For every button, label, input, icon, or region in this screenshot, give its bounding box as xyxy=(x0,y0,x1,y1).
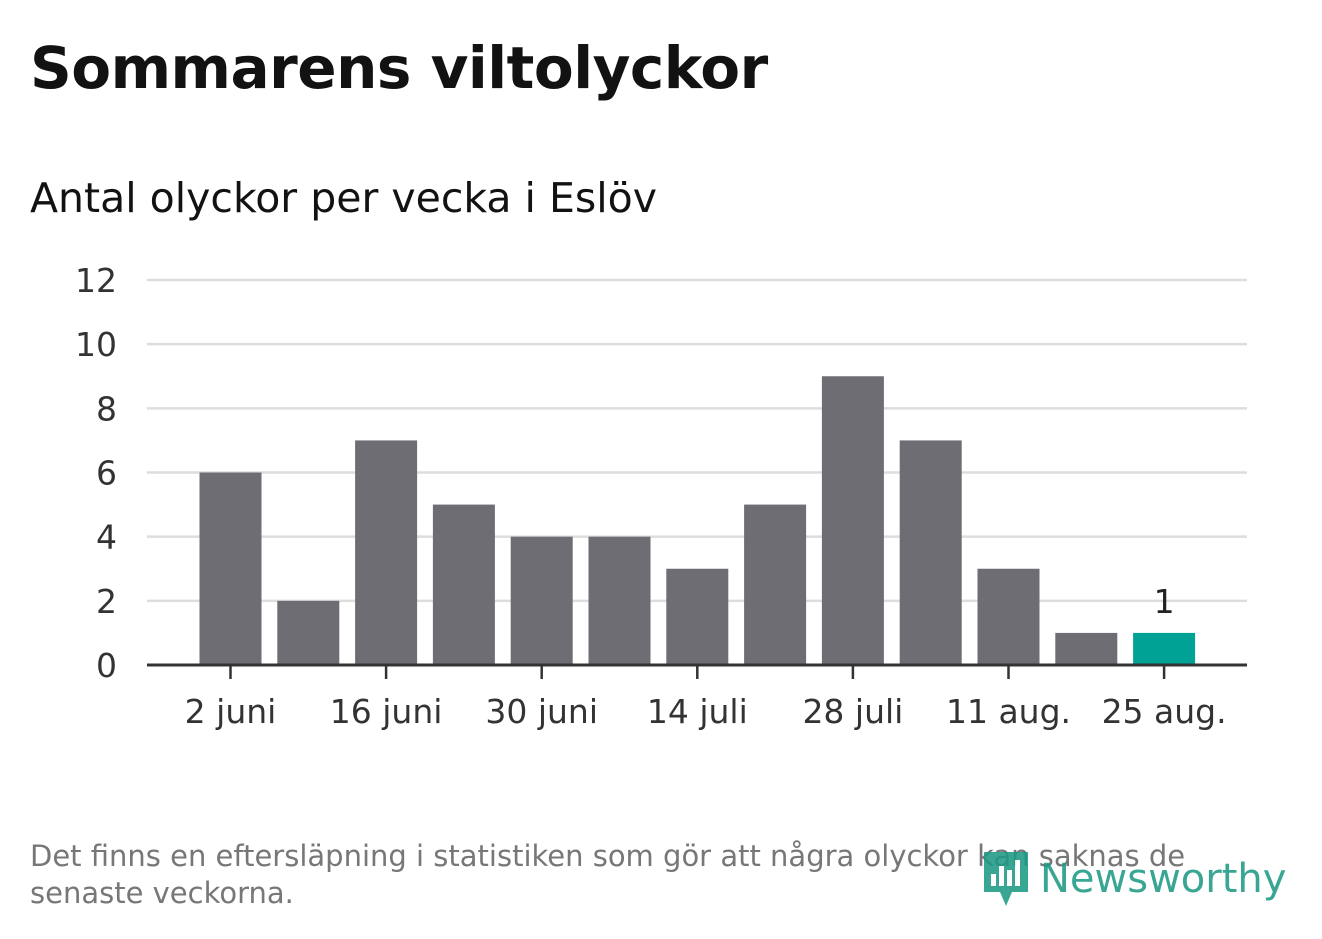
y-tick-label: 10 xyxy=(75,325,117,364)
bar xyxy=(199,472,262,665)
y-tick-label: 8 xyxy=(96,389,117,428)
bar xyxy=(277,600,340,665)
chart-subtitle: Antal olyckor per vecka i Eslöv xyxy=(30,174,657,222)
bar xyxy=(1055,632,1118,665)
bar xyxy=(510,536,573,665)
bar xyxy=(899,440,962,665)
bar xyxy=(744,504,807,665)
x-tick-label: 11 aug. xyxy=(946,692,1071,731)
newsworthy-logo-icon xyxy=(984,852,1028,906)
y-tick-label: 6 xyxy=(96,454,117,493)
x-tick-label: 16 juni xyxy=(330,692,443,731)
data-label: 1 xyxy=(1154,582,1175,621)
y-tick-label: 12 xyxy=(75,261,117,300)
bar xyxy=(977,568,1040,665)
x-tick-label: 14 juli xyxy=(647,692,748,731)
bar-chart: 0 2 4 6 8 10 12 1 2 juni 16 juni 30 juni 14 juli 28 … xyxy=(75,261,1247,731)
x-tick-label: 25 aug. xyxy=(1102,692,1227,731)
x-tick-label: 28 juli xyxy=(802,692,903,731)
newsworthy-logo: Newsworthy xyxy=(980,848,1286,910)
y-tick-label: 0 xyxy=(96,646,117,685)
chart-title: Sommarens viltolyckor xyxy=(30,34,768,102)
bar xyxy=(666,568,729,665)
bar xyxy=(432,504,495,665)
bar xyxy=(588,536,651,665)
bar xyxy=(821,376,884,665)
bar xyxy=(1133,632,1196,665)
x-tick-label: 30 juni xyxy=(485,692,598,731)
y-tick-label: 4 xyxy=(96,518,117,557)
x-tick-label: 2 juni xyxy=(185,692,277,731)
y-tick-label: 2 xyxy=(96,582,117,621)
brand-name: Newsworthy xyxy=(1040,856,1287,902)
bar xyxy=(355,440,418,665)
